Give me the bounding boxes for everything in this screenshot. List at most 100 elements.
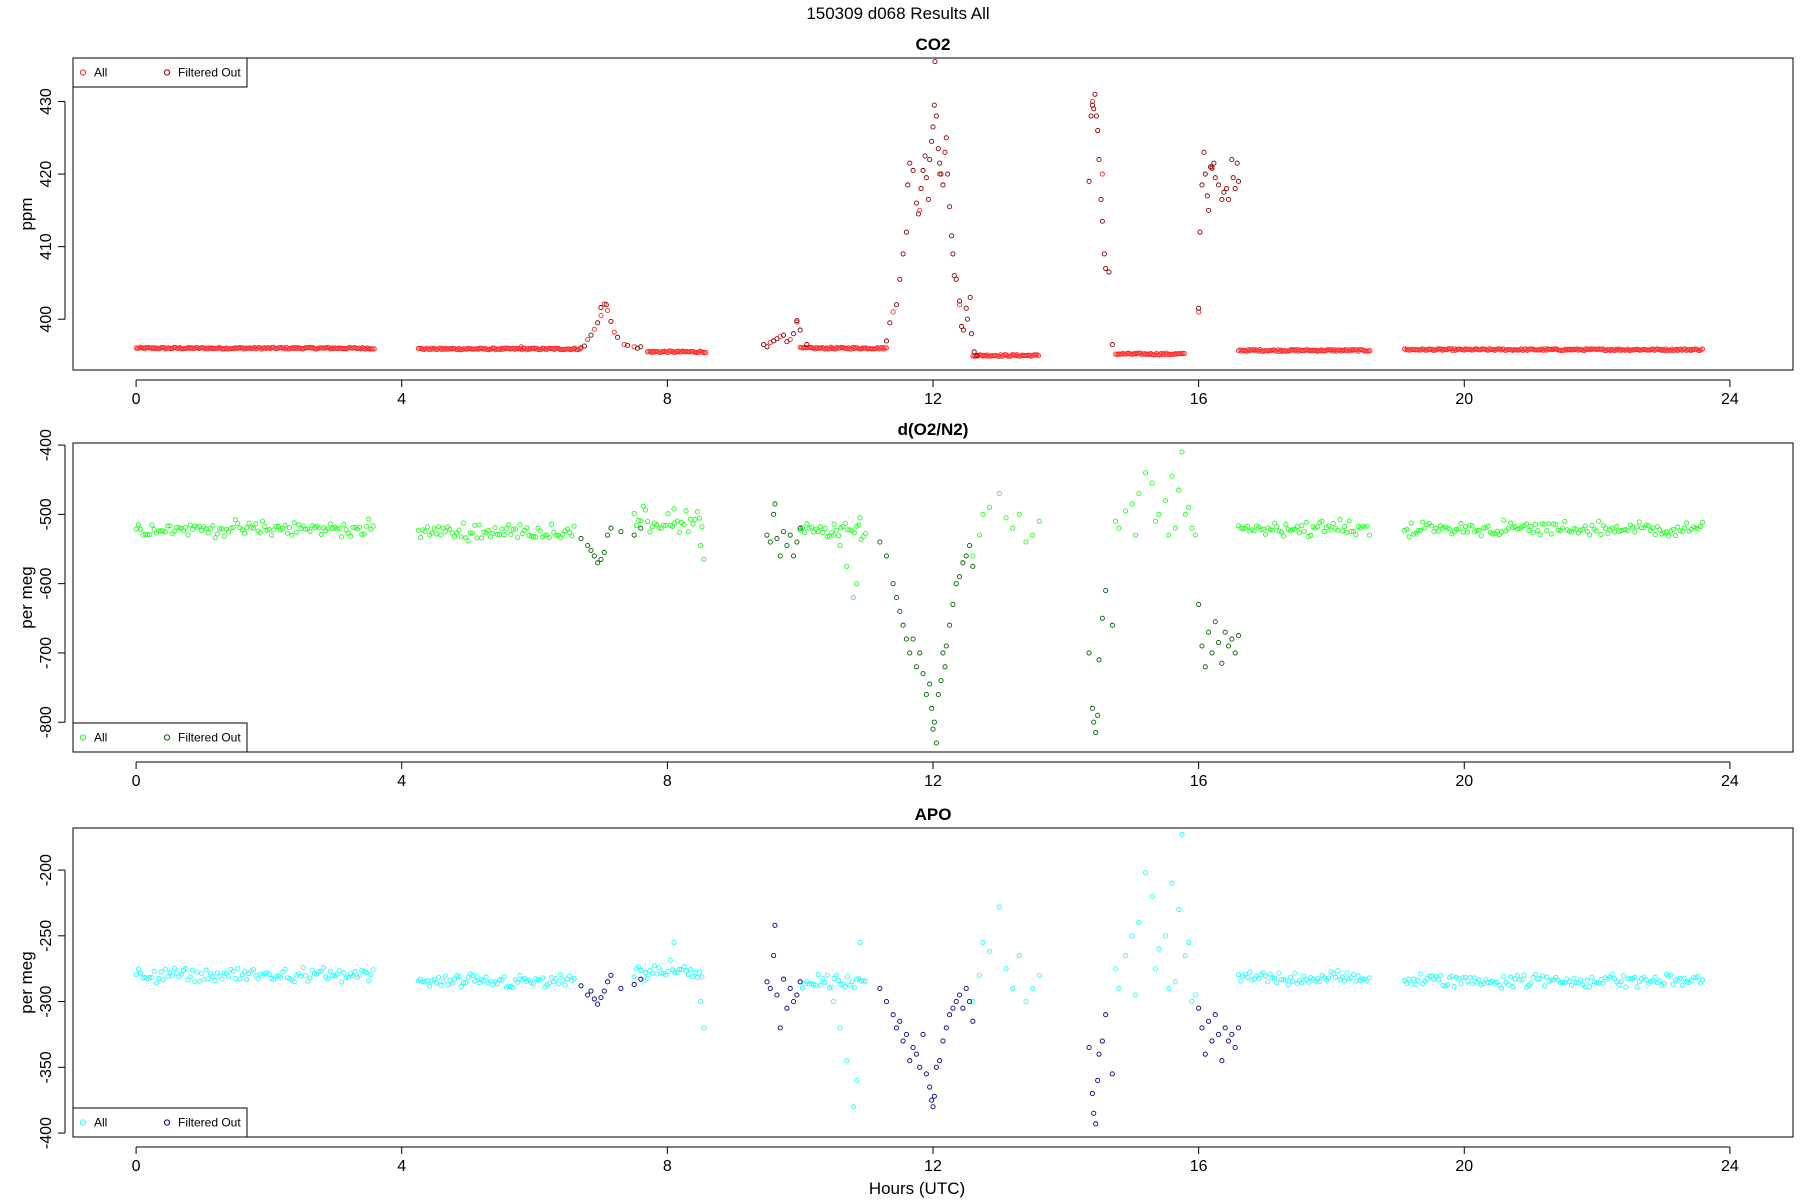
- data-point: [1499, 985, 1505, 991]
- data-point: [1460, 529, 1466, 535]
- data-point: [1337, 516, 1343, 523]
- data-point: [907, 1058, 913, 1064]
- data-point: [663, 972, 669, 978]
- data-point: [1364, 523, 1370, 529]
- data-point: [1501, 973, 1507, 980]
- data-point: [293, 529, 299, 535]
- data-point: [1103, 265, 1109, 271]
- data-point: [1474, 528, 1480, 534]
- data-point: [1123, 508, 1129, 514]
- data-point: [1426, 973, 1432, 979]
- data-point: [1609, 525, 1615, 531]
- data-point: [1410, 976, 1417, 982]
- data-point: [1099, 218, 1105, 224]
- data-point: [636, 964, 642, 970]
- data-point: [671, 506, 677, 512]
- data-point: [1573, 526, 1579, 532]
- y-axis-label: per meg: [17, 951, 36, 1013]
- data-point: [1415, 528, 1421, 534]
- data-point: [837, 1025, 843, 1031]
- data-point: [255, 976, 261, 982]
- data-point: [764, 979, 770, 985]
- data-point: [1600, 523, 1606, 529]
- data-point: [1600, 980, 1606, 986]
- data-point: [1657, 978, 1663, 984]
- data-point: [815, 972, 821, 978]
- data-point: [1643, 977, 1649, 983]
- data-point: [963, 985, 969, 991]
- data-point: [1330, 520, 1336, 527]
- data-point: [133, 526, 139, 532]
- data-point: [1232, 650, 1238, 656]
- data-point: [1149, 893, 1155, 899]
- data-point: [219, 976, 225, 982]
- x-axis-label: Hours (UTC): [869, 1179, 965, 1198]
- data-point: [515, 535, 521, 541]
- data-point: [230, 525, 236, 531]
- data-point: [160, 528, 166, 534]
- data-point: [1192, 992, 1198, 998]
- data-point: [649, 524, 655, 530]
- data-point: [169, 972, 175, 979]
- data-point: [1229, 636, 1235, 642]
- data-point: [1584, 528, 1590, 535]
- x-tick-label: 4: [397, 391, 406, 408]
- data-point: [858, 536, 864, 543]
- y-tick-label: 400: [38, 306, 55, 333]
- data-point: [1222, 1025, 1228, 1031]
- data-point: [1539, 973, 1545, 979]
- data-point: [836, 533, 842, 539]
- data-point: [1675, 524, 1681, 530]
- data-point: [784, 339, 790, 345]
- data-point: [933, 1064, 939, 1070]
- data-point: [1690, 974, 1697, 980]
- data-point: [943, 135, 949, 141]
- data-point: [241, 969, 248, 975]
- data-point: [361, 969, 367, 975]
- data-point: [1166, 532, 1172, 538]
- data-point: [960, 1005, 966, 1011]
- data-point: [1571, 525, 1577, 531]
- data-point: [1548, 977, 1554, 983]
- data-point: [1196, 1005, 1202, 1011]
- legend: All Filtered Out: [72, 722, 248, 753]
- data-point: [235, 965, 241, 971]
- data-point: [910, 636, 916, 642]
- data-point: [1099, 171, 1105, 177]
- data-point: [1267, 971, 1273, 977]
- data-point: [880, 346, 887, 352]
- data-point: [199, 971, 205, 977]
- data-point: [833, 972, 839, 978]
- data-point: [302, 526, 308, 532]
- data-point: [1305, 979, 1312, 985]
- data-point: [1269, 975, 1275, 981]
- data-point: [1367, 348, 1373, 354]
- data-point: [135, 522, 141, 528]
- data-point: [1003, 966, 1009, 972]
- data-point: [1281, 977, 1287, 983]
- data-point: [1589, 522, 1595, 529]
- data-point: [1521, 972, 1527, 978]
- data-point: [1095, 712, 1101, 718]
- data-point: [494, 531, 500, 537]
- data-point: [1569, 982, 1575, 988]
- data-point: [690, 521, 696, 527]
- data-point: [517, 972, 523, 979]
- data-point: [1618, 979, 1624, 985]
- data-point: [478, 535, 485, 541]
- data-point: [947, 1012, 953, 1018]
- x-tick-label: 16: [1190, 391, 1208, 408]
- data-point: [1611, 529, 1618, 535]
- data-point: [1204, 193, 1210, 199]
- data-point: [950, 601, 956, 607]
- data-point: [1417, 528, 1423, 534]
- legend-marker: [163, 734, 171, 741]
- data-point: [631, 532, 637, 538]
- data-point: [350, 973, 356, 979]
- data-point: [187, 974, 193, 980]
- data-point: [591, 996, 597, 1002]
- data-point: [460, 979, 467, 986]
- data-point: [300, 965, 306, 971]
- data-point: [1232, 186, 1238, 192]
- data-point: [506, 983, 512, 989]
